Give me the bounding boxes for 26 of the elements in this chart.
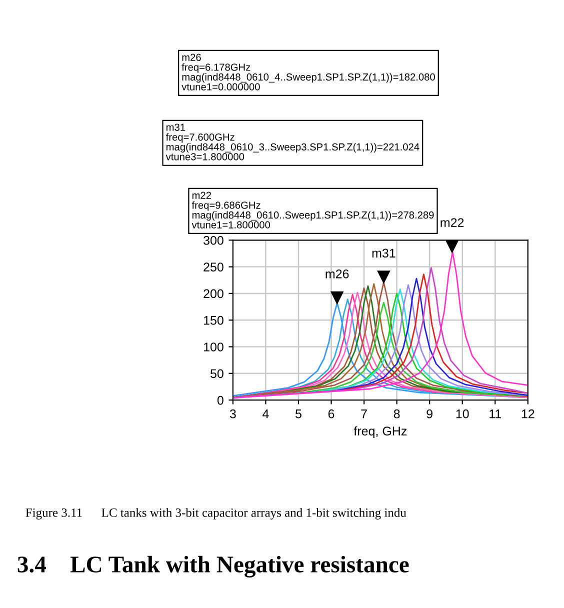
annotation: m22 xyxy=(440,218,464,227)
caption: Figure 3.11 LC tanks with 3-bit capacitor arrays and 1-bit switching indu xyxy=(26,508,406,520)
text: 3.4 LC Tank with Negative resistance xyxy=(18,556,409,578)
x-tick-label: 12 xyxy=(522,409,534,418)
x-tick-label: 5 xyxy=(296,410,302,418)
x-tick-label: 4 xyxy=(262,410,269,418)
x-tick-label: 11 xyxy=(490,410,502,418)
y-tick-label: 100 xyxy=(204,342,224,352)
y-tick-label: 200 xyxy=(204,289,224,298)
y-tick-label: 150 xyxy=(204,316,224,325)
text: m26 freq=6.178GHz mag(ind8448_0610_4..Sweep1.SP1.SP.Z(1,1))=182.080 vtune1=0.000000 xyxy=(182,54,435,90)
x-axis-title: freq, GHz xyxy=(354,426,407,438)
y-tick-label: 50 xyxy=(210,369,224,378)
y-tick-label: 0 xyxy=(217,396,224,405)
x-tick-label: 3 xyxy=(230,409,236,418)
annotation: m26 xyxy=(326,269,349,278)
text: m31 freq=7.600GHz mag(ind8448_0610_3..Sweep3.SP1.SP.Z(1,1))=221.024 vtune3=1.800000 xyxy=(166,124,420,160)
x-tick-label: 10 xyxy=(456,409,469,418)
y-tick-label: 300 xyxy=(204,236,224,245)
x-tick-label: 6 xyxy=(328,409,334,418)
x-tick-label: 8 xyxy=(394,409,400,418)
y-tick-label: 250 xyxy=(204,262,224,272)
annotation: m31 xyxy=(372,248,396,258)
x-tick-label: 7 xyxy=(361,410,367,418)
x-tick-label: 9 xyxy=(426,409,432,418)
text: m22 freq=9.686GHz mag(ind8448_0610..Sweep1.SP1.SP.Z(1,1))=278.289 vtune1=1.800000 xyxy=(192,192,434,228)
